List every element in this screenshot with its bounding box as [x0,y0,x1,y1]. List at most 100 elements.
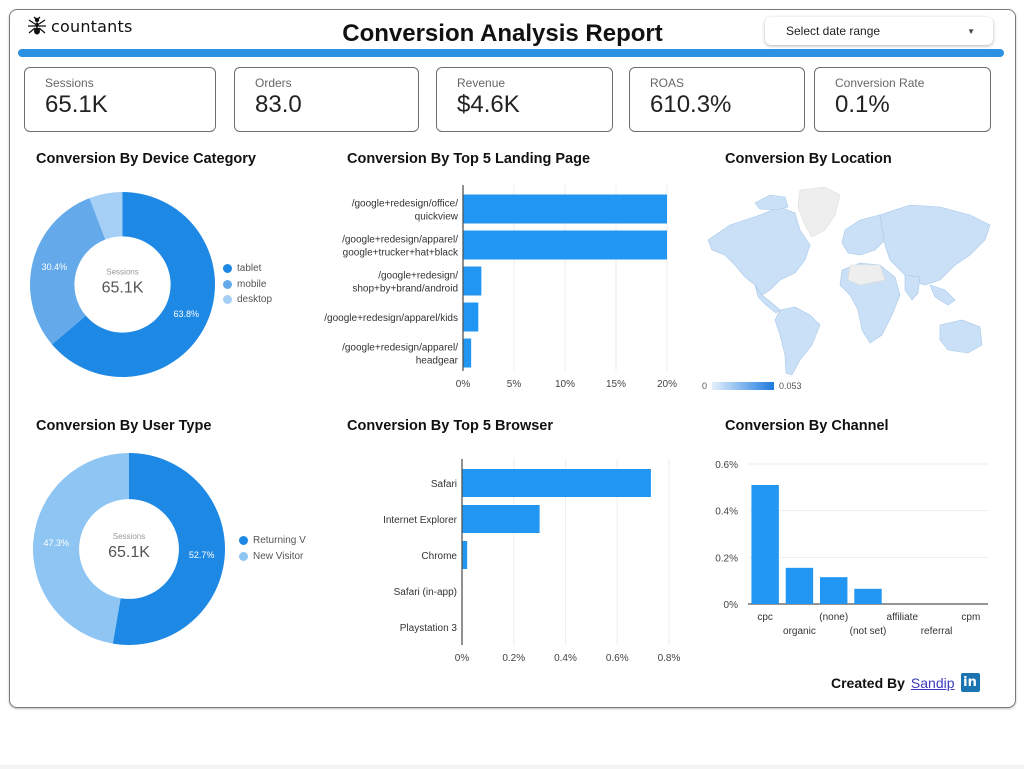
legend-label: New Visitor [253,550,304,562]
y-category-label: /google+redesign/apparel/kids [324,313,458,324]
kpi-revenue: Revenue $4.6K [436,67,613,132]
y-tick-label: 0.2% [715,553,738,564]
x-tick-label: 5% [507,379,522,390]
map-color-scale [712,382,774,390]
donut-center-value: 65.1K [108,544,150,561]
kpi-value: 610.3% [650,91,732,118]
y-tick-label: 0% [724,600,739,611]
map-region-greenland [797,186,841,238]
map-region-south-america [774,306,821,376]
date-range-select[interactable]: Select date range ▼ [765,17,993,45]
donut-value-label: 30.4% [42,262,68,272]
legend-swatch [223,279,232,289]
ant-icon [28,16,46,35]
legend-item[interactable]: tablet [223,261,272,277]
map-region-asia [879,204,991,286]
location-chart-title: Conversion By Location [725,151,892,167]
device-legend: tablet mobile desktop [223,261,272,308]
landing-bar-chart: 0% 5% 10% 15% 20% /google+redesign/office/qui… [324,185,677,390]
donut-center-value: 65.1K [102,280,144,297]
bar [463,302,479,332]
kpi-value: 0.1% [835,91,890,118]
brand-logo: countants [27,16,133,36]
y-category-label: /google+redesign/office/ [352,199,459,210]
x-category-label: cpc [757,612,773,623]
x-category-label: referral [921,626,953,637]
donut-value-label: 52.7% [189,550,215,560]
x-category-label: (not set) [850,626,887,637]
x-tick-label: 0.8% [658,653,681,664]
y-category-label: Internet Explorer [383,515,458,526]
linkedin-icon[interactable]: in [960,673,980,692]
kpi-orders: Orders 83.0 [234,67,419,132]
footer-credit: Created By Sandip in [831,673,980,692]
donut-slice-new-visitor [33,453,129,644]
legend-item[interactable]: Returning V [239,533,306,549]
map-region-north-america [707,206,811,296]
kpi-label: Revenue [457,76,506,90]
donut-slice-mobile [30,198,106,345]
legend-swatch [239,551,248,561]
bar [463,266,482,296]
x-tick-label: 10% [555,379,575,390]
donut-slice-tablet [51,192,215,377]
map-region-central-america [754,284,781,314]
kpi-value: 65.1K [45,91,108,118]
kpi-value: $4.6K [457,91,520,118]
kpi-sessions: Sessions 65.1K [24,67,216,132]
kpi-label: Conversion Rate [835,76,925,90]
map-scale-max: 0.053 [779,381,802,391]
y-category-label: /google+redesign/apparel/ [342,343,458,354]
donut-slice-returning-v [112,453,225,645]
channel-chart-title: Conversion By Channel [725,418,889,434]
x-tick-label: 0.6% [606,653,629,664]
kpi-label: Orders [255,76,292,90]
bar [462,541,468,569]
legend-item[interactable]: mobile [223,277,272,293]
x-category-label: organic [783,626,816,637]
usertype-donut-chart: 52.7% 47.3% Sessions 65.1K [33,453,225,645]
kpi-label: Sessions [45,76,94,90]
x-category-label: (none) [819,612,848,623]
x-tick-label: 0.4% [554,653,577,664]
device-donut-chart: 63.8% 30.4% Sessions 65.1K [30,192,215,377]
page-title: Conversion Analysis Report [342,20,663,47]
bar [751,485,779,604]
legend-item[interactable]: New Visitor [239,549,306,565]
usertype-chart-title: Conversion By User Type [36,418,212,434]
legend-swatch [239,536,248,546]
browser-bar-chart: 0% 0.2% 0.4% 0.6% 0.8% Safari Internet Explore… [383,459,681,664]
author-link[interactable]: Sandip [910,674,955,691]
kpi-roas: ROAS 610.3% [629,67,805,132]
x-category-label: cpm [961,612,980,623]
donut-center-label: Sessions [113,532,145,541]
usertype-legend: Returning V New Visitor [239,533,306,564]
y-category-label: shop+by+brand/android [352,284,458,295]
donut-center-label: Sessions [106,268,138,277]
map-region-southeast-asia [929,284,956,306]
logo-text: countants [51,16,133,36]
y-category-label: /google+redesign/ [378,271,458,282]
device-chart-title: Conversion By Device Category [36,151,256,167]
donut-slice-desktop [89,192,123,240]
landing-chart-title: Conversion By Top 5 Landing Page [347,151,591,167]
kpi-label: ROAS [650,76,685,90]
world-map[interactable] [700,185,1000,380]
y-category-label: Playstation 3 [400,623,458,634]
caret-down-icon: ▼ [967,26,975,36]
legend-swatch [223,264,232,274]
bar [462,469,651,497]
y-category-label: headgear [416,356,459,367]
bar [785,567,814,604]
bar [463,194,667,224]
donut-value-label: 47.3% [44,538,70,548]
kpi-value: 83.0 [255,91,302,118]
channel-column-chart: 0% 0.2% 0.4% 0.6% cpc organic(none)(not set)a… [715,460,988,637]
y-category-label: Safari [431,479,457,490]
kpi-conversion-rate: Conversion Rate 0.1% [814,67,991,132]
legend-label: desktop [237,294,273,306]
y-tick-label: 0.4% [715,507,738,518]
y-category-label: Chrome [421,551,457,562]
legend-item[interactable]: desktop [223,292,272,308]
bar [463,230,667,260]
